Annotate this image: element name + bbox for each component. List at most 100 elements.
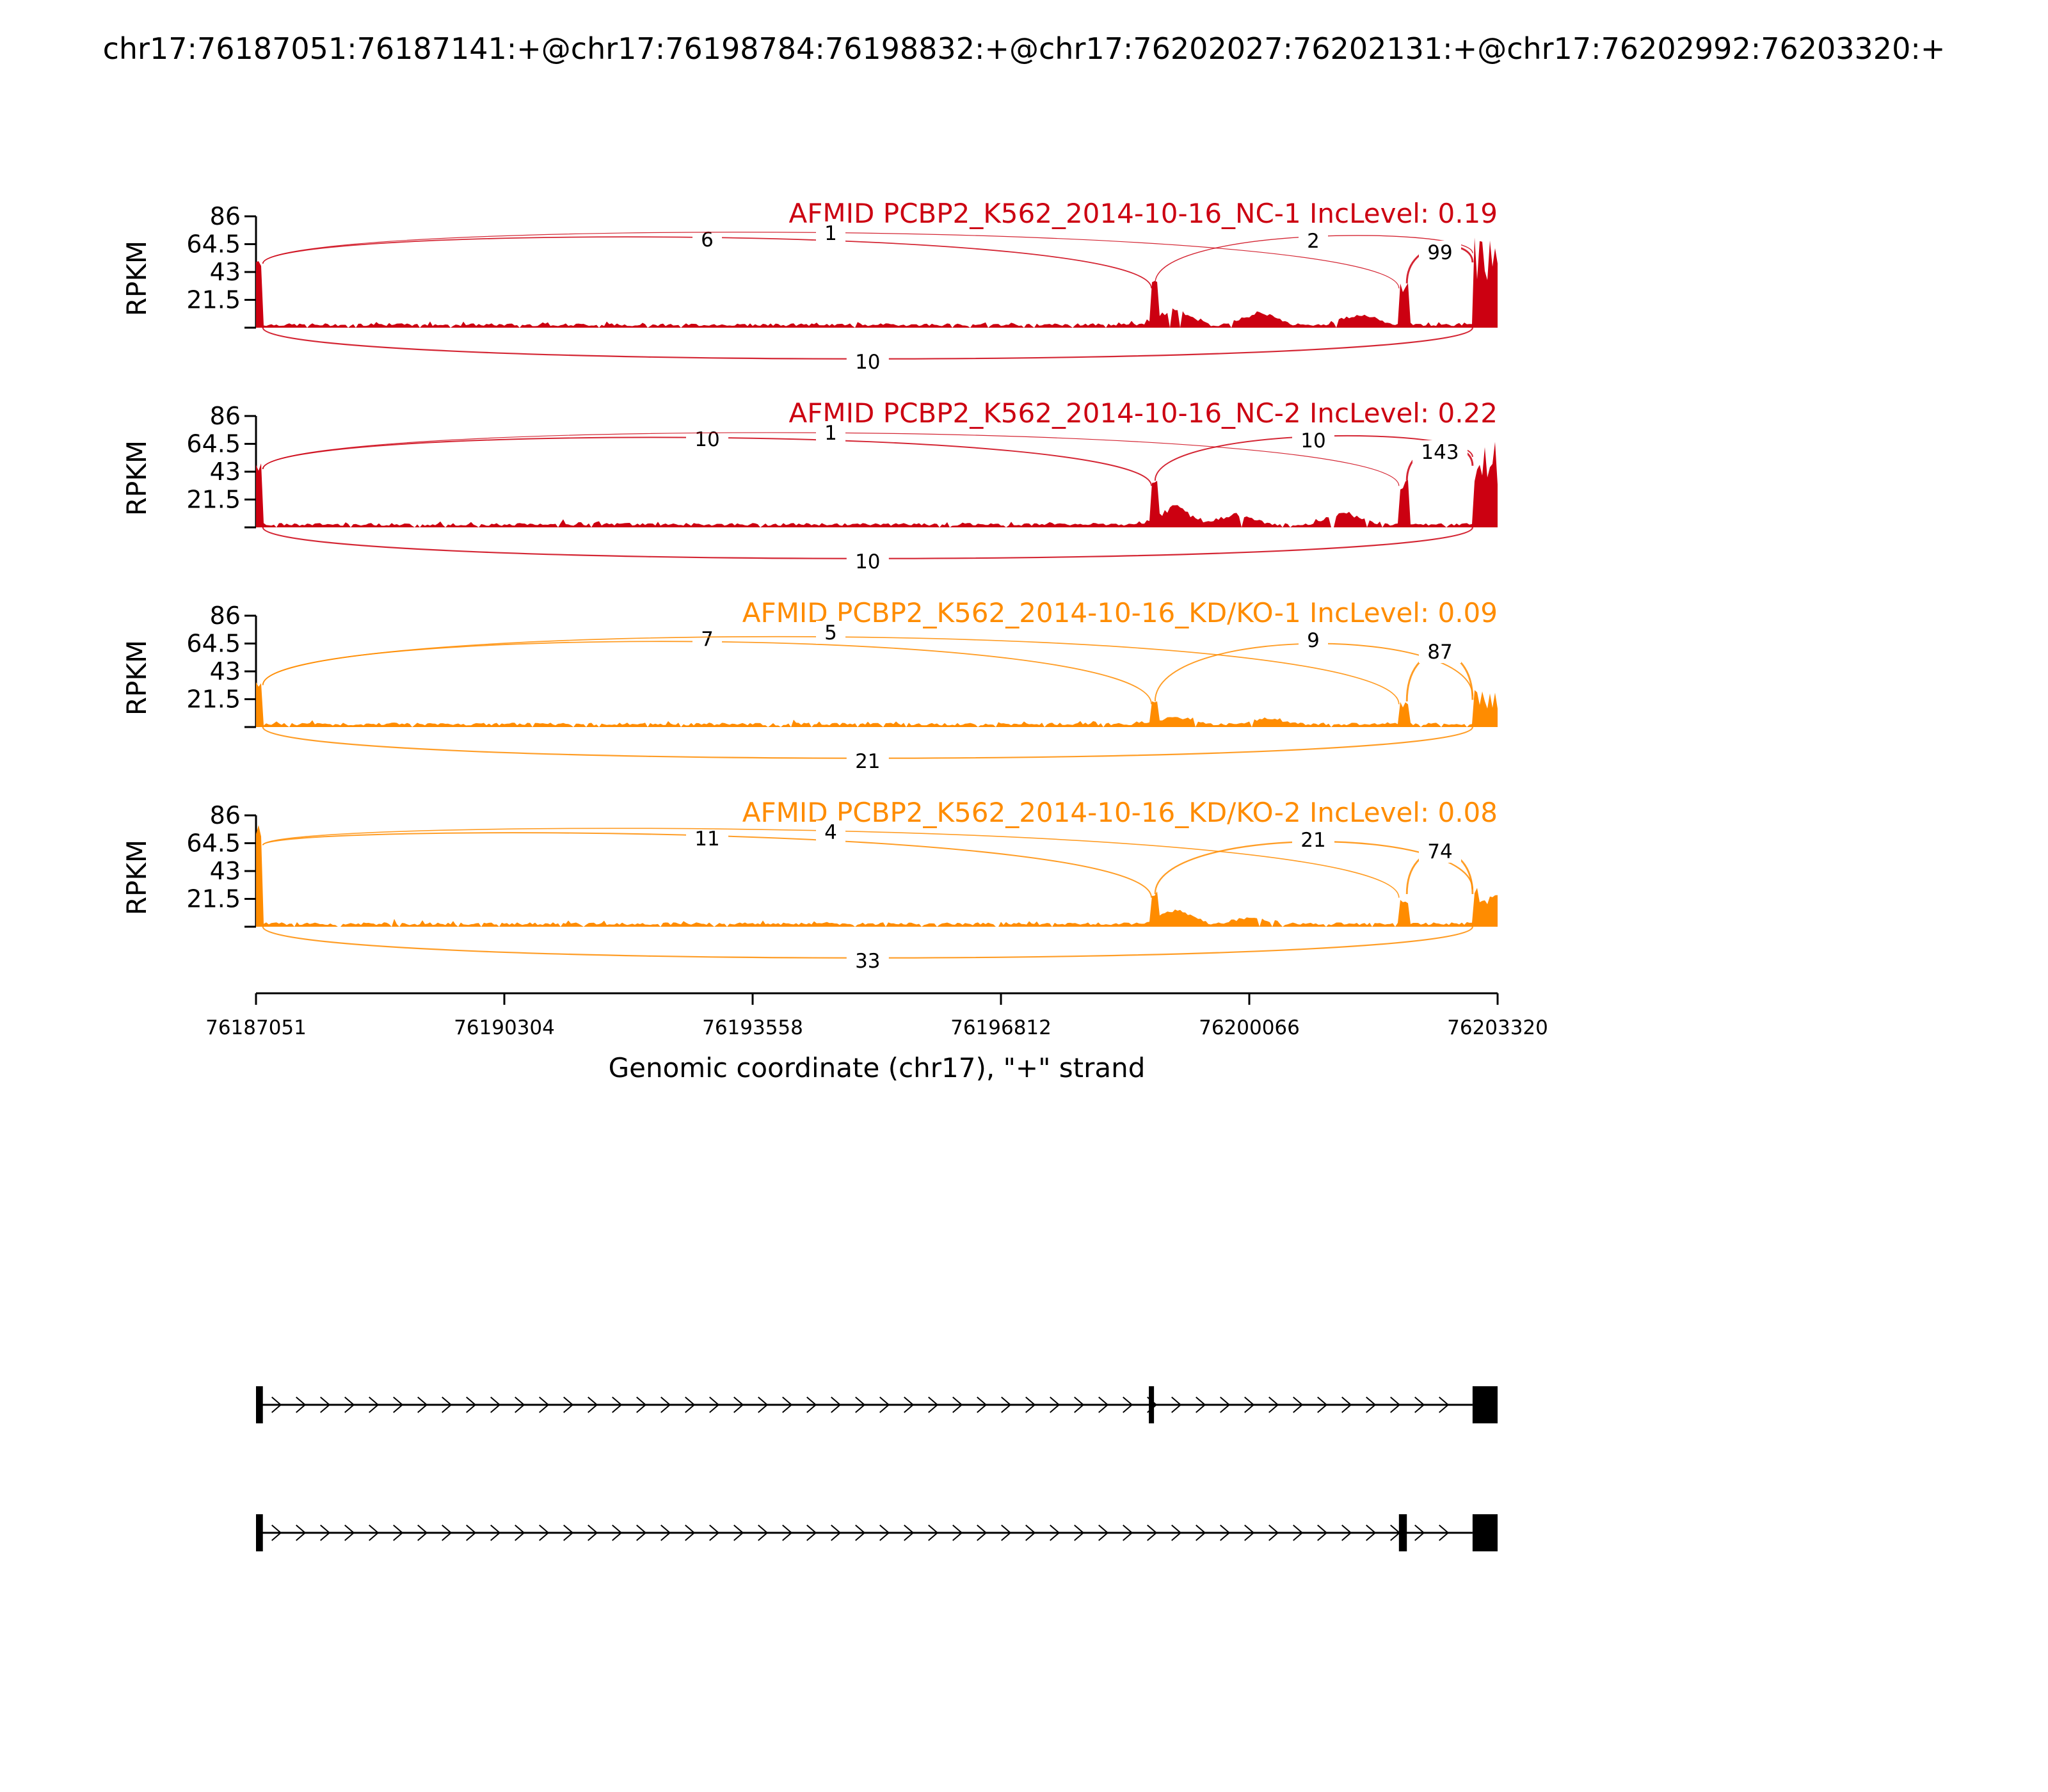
junction-count: 74 (1427, 840, 1452, 863)
strand-arrow (1268, 1524, 1279, 1541)
strand-arrow (806, 1396, 817, 1413)
x-tick-label: 76203320 (1447, 1016, 1548, 1039)
junction-label-bg (816, 221, 845, 244)
exon-block (1472, 1386, 1498, 1423)
exon-block (1472, 1514, 1498, 1551)
strand-arrow (539, 1524, 550, 1541)
strand-arrow (1196, 1524, 1206, 1541)
panel-title: AFMID PCBP2_K562_2014-10-16_NC-1 IncLeve… (789, 198, 1498, 229)
y-tick-label: 43 (210, 857, 241, 885)
y-tick-label: 86 (210, 402, 241, 430)
x-tick-label: 76187051 (205, 1016, 307, 1039)
y-tick-label: 43 (210, 458, 241, 486)
strand-arrow (1414, 1524, 1425, 1541)
isoform-1 (256, 1386, 1498, 1423)
page-title: chr17:76187051:76187141:+@chr17:76198784… (103, 31, 1946, 66)
coverage-panels: AFMID PCBP2_K562_2014-10-16_NC-1 IncLeve… (121, 198, 1498, 973)
strand-arrow (1414, 1396, 1425, 1413)
exon-block (1398, 1514, 1407, 1551)
strand-arrow (831, 1524, 842, 1541)
junction-label-bg (1292, 429, 1334, 452)
strand-arrow (1244, 1396, 1255, 1413)
strand-arrow (369, 1524, 380, 1541)
y-tick-label: 86 (210, 202, 241, 230)
isoform-track (256, 1386, 1498, 1551)
strand-arrow (271, 1524, 282, 1541)
junction-label-bg (846, 949, 889, 972)
strand-arrow (1439, 1524, 1450, 1541)
junction-label-bg (1299, 229, 1328, 252)
exon-block (1149, 1386, 1155, 1423)
junction-count: 10 (694, 428, 719, 451)
y-tick-label: 21.5 (186, 885, 241, 913)
strand-arrow (928, 1396, 939, 1413)
strand-arrow (1366, 1396, 1377, 1413)
strand-arrow (515, 1396, 525, 1413)
strand-arrow (320, 1524, 331, 1541)
junction-label-bg (1419, 241, 1461, 264)
panel-3: AFMID PCBP2_K562_2014-10-16_KD/KO-1 IncL… (121, 597, 1498, 773)
strand-arrow (320, 1396, 331, 1413)
strand-arrow (855, 1524, 866, 1541)
strand-arrow (296, 1396, 307, 1413)
strand-arrow (1293, 1524, 1304, 1541)
strand-arrow (588, 1524, 598, 1541)
y-axis-label: RPKM (121, 840, 152, 915)
y-tick-label: 64.5 (186, 430, 241, 458)
strand-arrow (952, 1524, 963, 1541)
strand-arrow (636, 1396, 647, 1413)
coverage-area (256, 237, 1498, 328)
strand-arrow (442, 1524, 452, 1541)
junction-count: 143 (1421, 441, 1459, 464)
strand-arrow (369, 1396, 380, 1413)
junction-label-bg (1412, 440, 1468, 463)
junction-label-bg (816, 421, 845, 444)
strand-arrow (879, 1396, 890, 1413)
strand-arrow (904, 1524, 915, 1541)
strand-arrow (758, 1524, 769, 1541)
y-tick-label: 64.5 (186, 230, 241, 259)
panel-1: AFMID PCBP2_K562_2014-10-16_NC-1 IncLeve… (121, 198, 1498, 374)
junction-count: 11 (694, 828, 719, 851)
junction-label-bg (1419, 840, 1461, 863)
x-tick-label: 76196812 (950, 1016, 1052, 1039)
strand-arrow (1123, 1396, 1133, 1413)
junction-count: 10 (1300, 429, 1325, 452)
strand-arrow (904, 1396, 915, 1413)
junction-label-bg (692, 228, 722, 251)
exon-block (256, 1514, 263, 1551)
strand-arrow (685, 1396, 696, 1413)
strand-arrow (1098, 1524, 1109, 1541)
strand-arrow (417, 1524, 428, 1541)
strand-arrow (539, 1396, 550, 1413)
panel-title: AFMID PCBP2_K562_2014-10-16_KD/KO-1 IncL… (742, 597, 1498, 628)
strand-arrow (1244, 1524, 1255, 1541)
strand-arrow (806, 1524, 817, 1541)
junction-count: 5 (824, 621, 837, 644)
strand-arrow (1001, 1524, 1012, 1541)
panel-title: AFMID PCBP2_K562_2014-10-16_NC-2 IncLeve… (789, 397, 1498, 429)
strand-arrow (563, 1524, 574, 1541)
junction-label-bg (846, 550, 889, 573)
strand-arrow (1074, 1524, 1085, 1541)
strand-arrow (952, 1396, 963, 1413)
junction-count: 2 (1307, 230, 1320, 253)
strand-arrow (588, 1396, 598, 1413)
panel-title: AFMID PCBP2_K562_2014-10-16_KD/KO-2 IncL… (742, 797, 1498, 828)
strand-arrow (636, 1524, 647, 1541)
strand-arrow (612, 1396, 623, 1413)
strand-arrow (782, 1524, 793, 1541)
strand-arrow (855, 1396, 866, 1413)
strand-arrow (1098, 1396, 1109, 1413)
strand-arrow (1341, 1396, 1352, 1413)
y-tick-label: 64.5 (186, 630, 241, 658)
junction-label-bg (1292, 828, 1334, 851)
y-axis-label: RPKM (121, 640, 152, 716)
y-axis-label: RPKM (121, 440, 152, 516)
strand-arrow (1317, 1524, 1328, 1541)
junction-count: 33 (855, 950, 880, 973)
y-tick-label: 43 (210, 258, 241, 286)
strand-arrow (490, 1524, 501, 1541)
junction-count: 1 (824, 422, 837, 445)
strand-arrow (271, 1396, 282, 1413)
